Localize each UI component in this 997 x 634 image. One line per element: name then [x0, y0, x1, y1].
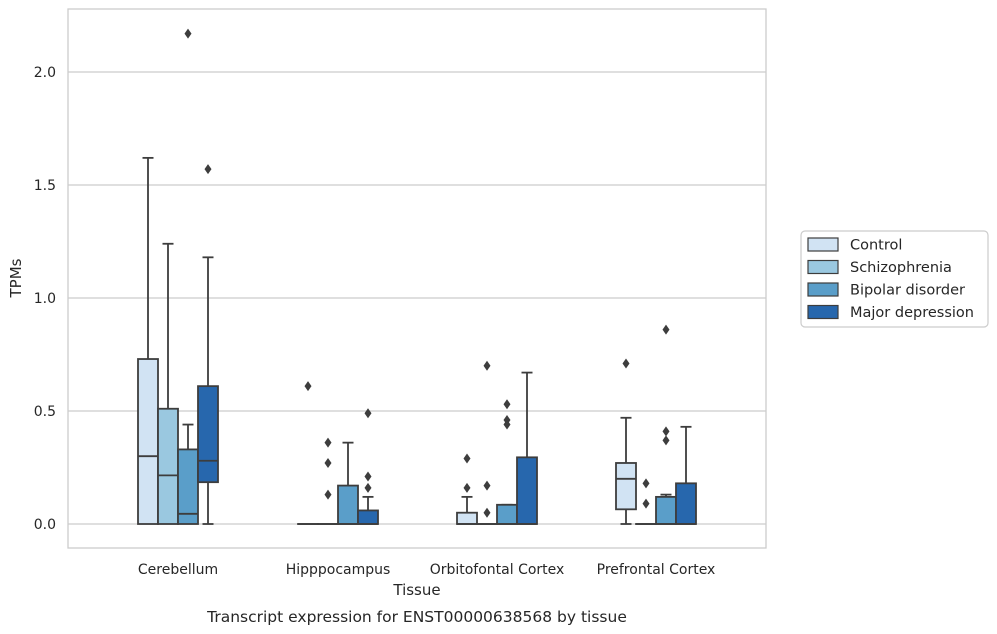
box-body	[675, 482, 697, 525]
box-major-depression	[357, 408, 379, 525]
outlier-point	[503, 415, 511, 426]
y-axis-ticks: 0.0 0.5 1.0 1.5 2.0	[34, 65, 56, 533]
box-major-depression	[197, 164, 219, 525]
legend: Control Schizophrenia Bipolar disorder Majo…	[800, 230, 989, 328]
box-body	[137, 358, 159, 525]
box-body	[197, 385, 219, 484]
x-tick-label: Cerebellum	[138, 562, 218, 578]
outlier-point	[642, 478, 650, 489]
x-tick-label: Prefrontal Cortex	[597, 562, 716, 578]
box-bipolar-disorder	[177, 28, 199, 525]
box-control	[297, 381, 319, 525]
box-bipolar-disorder	[337, 441, 359, 525]
box-control	[615, 358, 637, 525]
box-control	[456, 453, 478, 525]
boxes	[137, 28, 697, 525]
box-body	[655, 495, 677, 525]
figure-caption: Transcript expression for ENST0000063856…	[206, 608, 627, 626]
box-body	[177, 448, 199, 525]
outlier-point	[184, 28, 192, 39]
x-tick-label: Orbitofontal Cortex	[430, 562, 565, 578]
outlier-point	[503, 399, 511, 410]
y-tick-label: 0.5	[34, 404, 56, 420]
box-body	[456, 511, 478, 525]
outlier-point	[304, 381, 312, 392]
plot-frame	[67, 8, 767, 549]
legend-label: Bipolar disorder	[850, 283, 965, 299]
legend-label: Schizophrenia	[850, 260, 952, 276]
outlier-point	[324, 437, 332, 448]
outlier-point	[204, 164, 212, 175]
box-body	[496, 503, 518, 525]
legend-frame	[800, 230, 989, 328]
outlier-point	[662, 435, 670, 446]
box-schizophrenia	[157, 242, 179, 525]
y-axis-label: TPMs	[7, 258, 25, 298]
y-tick-label: 1.0	[34, 291, 56, 307]
box-body	[337, 484, 359, 525]
legend-swatch	[807, 259, 839, 275]
x-axis-label: Tissue	[392, 581, 440, 599]
box-schizophrenia	[476, 360, 498, 525]
y-tick-label: 0.0	[34, 517, 56, 533]
y-tick-label: 1.5	[34, 178, 56, 194]
outlier-point	[364, 482, 372, 493]
legend-swatch	[807, 304, 839, 320]
box-body	[357, 509, 379, 525]
outlier-point	[622, 358, 630, 369]
outlier-point	[662, 426, 670, 437]
outlier-point	[463, 482, 471, 493]
box-body	[615, 462, 637, 511]
outlier-point	[324, 489, 332, 500]
box-major-depression	[675, 425, 697, 525]
outlier-point	[483, 480, 491, 491]
legend-swatch	[807, 237, 839, 252]
box-major-depression	[516, 371, 538, 525]
x-tick-label: Hipppocampus	[286, 562, 391, 578]
outlier-point	[364, 471, 372, 482]
outlier-point	[324, 457, 332, 468]
outlier-point	[364, 408, 372, 419]
outlier-point	[483, 360, 491, 371]
box-body	[157, 407, 179, 525]
box-body	[516, 456, 538, 525]
legend-label: Control	[850, 238, 902, 254]
outlier-point	[463, 453, 471, 464]
box-schizophrenia	[635, 478, 657, 525]
box-schizophrenia	[317, 437, 339, 525]
legend-swatch	[807, 282, 839, 297]
outlier-point	[642, 498, 650, 509]
box-bipolar-disorder	[496, 399, 518, 525]
y-tick-label: 2.0	[34, 65, 56, 81]
legend-label: Major depression	[850, 305, 974, 321]
box-bipolar-disorder	[655, 324, 677, 525]
box-control	[137, 156, 159, 525]
outlier-point	[483, 507, 491, 518]
x-axis-ticks: Cerebellum Hipppocampus Orbitofontal Corte…	[138, 562, 715, 578]
outlier-point	[662, 324, 670, 335]
